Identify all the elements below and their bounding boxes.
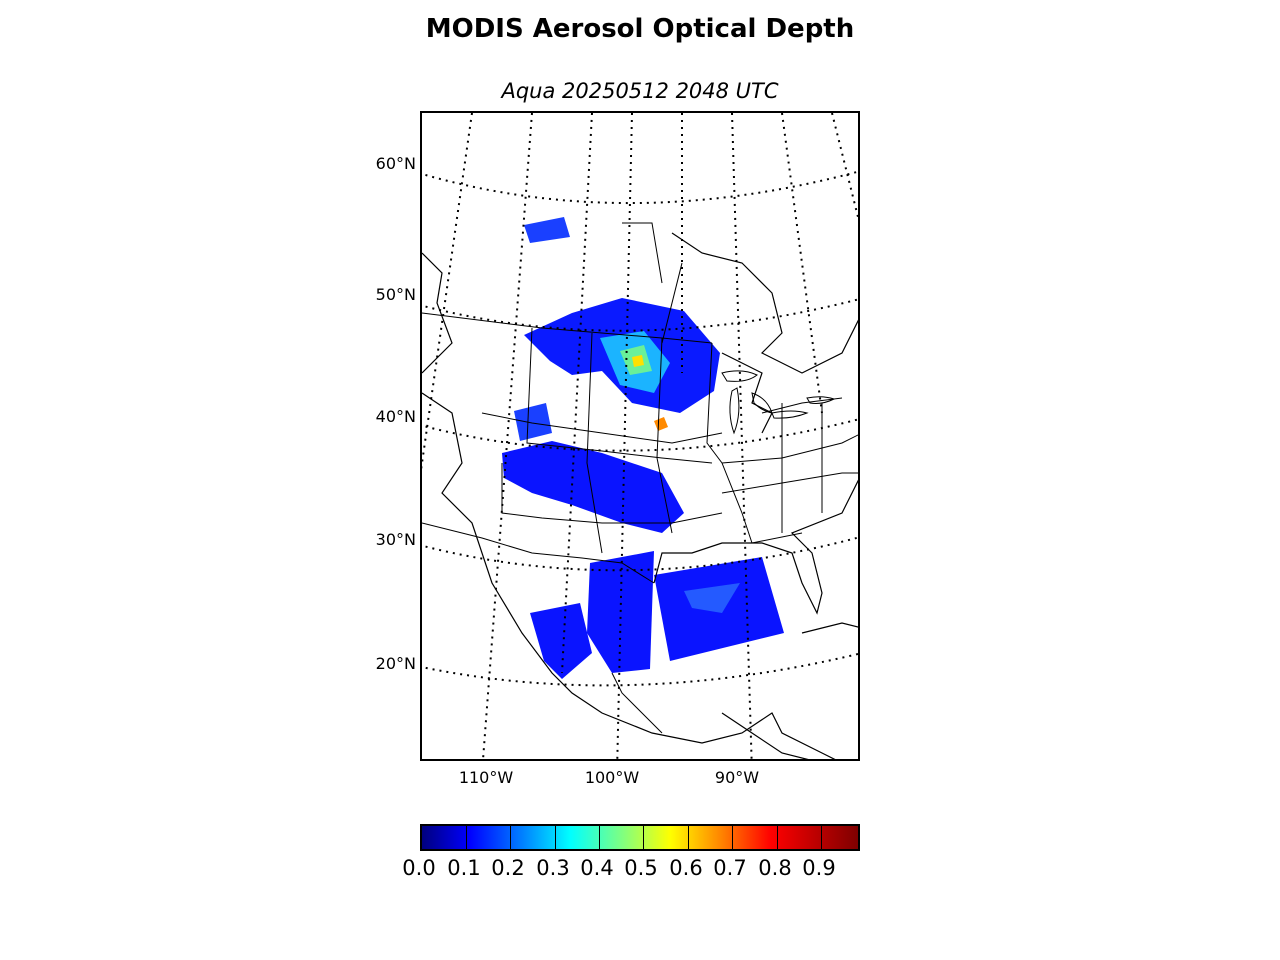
colorbar	[420, 824, 860, 851]
colorbar-tick	[777, 826, 778, 849]
lat-label-50: 50°N	[375, 285, 416, 304]
aod-data-layer	[502, 217, 784, 679]
lon-label-110w: 110°W	[458, 768, 514, 787]
colorbar-tick	[599, 826, 600, 849]
colorbar-tick	[510, 826, 511, 849]
lat-label-20: 20°N	[375, 654, 416, 673]
colorbar-label-5: 0.5	[624, 856, 658, 880]
lat-label-60: 60°N	[375, 154, 416, 173]
colorbar-tick	[555, 826, 556, 849]
lat-label-40: 40°N	[375, 407, 416, 426]
aod-plains-orange	[654, 417, 668, 431]
coastlines	[422, 232, 858, 759]
lon-label-90w: 90°W	[714, 768, 760, 787]
aod-plains-yellow	[632, 355, 644, 367]
colorbar-tick	[821, 826, 822, 849]
colorbar-tick	[732, 826, 733, 849]
colorbar-tick	[466, 826, 467, 849]
colorbar-label-1: 0.1	[447, 856, 481, 880]
figure-subtitle: Aqua 20250512 2048 UTC	[501, 79, 779, 103]
great-lakes	[721, 370, 836, 435]
graticule	[422, 113, 858, 759]
colorbar-tick	[643, 826, 644, 849]
figure-title: MODIS Aerosol Optical Depth	[425, 14, 855, 44]
map-svg	[422, 113, 858, 759]
aod-mexico-band	[587, 551, 654, 673]
map-panel	[420, 111, 860, 761]
lon-label-100w: 100°W	[584, 768, 640, 787]
colorbar-label-4: 0.4	[580, 856, 614, 880]
colorbar-label-0: 0.0	[402, 856, 436, 880]
colorbar-label-2: 0.2	[491, 856, 525, 880]
colorbar-label-3: 0.3	[536, 856, 570, 880]
colorbar-tick	[688, 826, 689, 849]
lat-label-30: 30°N	[375, 530, 416, 549]
aod-baja-patch	[530, 603, 592, 679]
colorbar-label-7: 0.7	[713, 856, 747, 880]
aod-gulf-highlight	[684, 583, 740, 613]
political-borders	[422, 222, 858, 734]
aod-north-patch	[524, 217, 570, 243]
colorbar-label-9: 0.9	[802, 856, 836, 880]
colorbar-label-8: 0.8	[758, 856, 792, 880]
aod-sw-blob	[502, 441, 684, 533]
colorbar-label-6: 0.6	[669, 856, 703, 880]
aod-west-patch	[514, 403, 552, 441]
